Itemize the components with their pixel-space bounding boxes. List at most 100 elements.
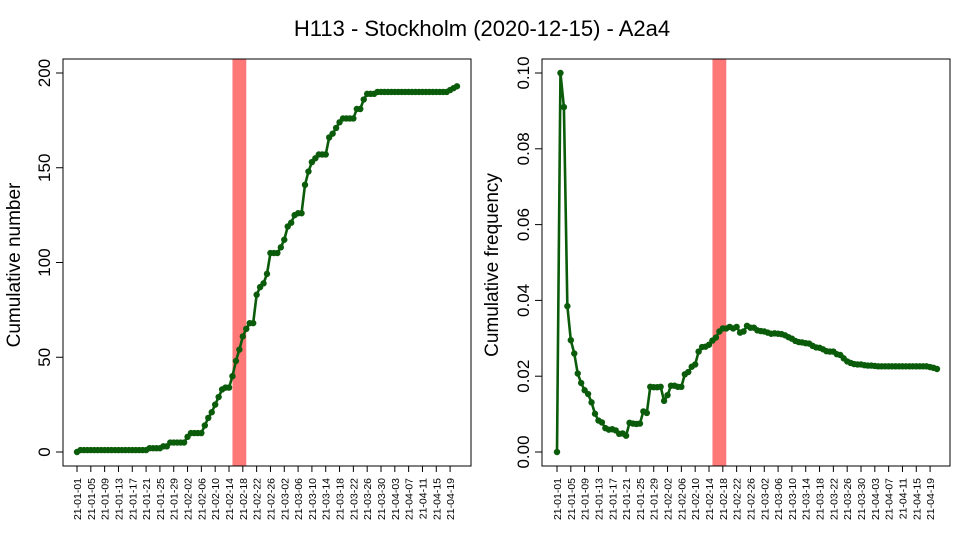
x-tick-label: 21-03-14 bbox=[801, 478, 813, 520]
x-tick-label: 21-02-06 bbox=[676, 478, 688, 520]
data-point bbox=[332, 124, 340, 132]
series-line bbox=[555, 71, 938, 453]
x-tick-label: 21-03-30 bbox=[856, 478, 868, 520]
y-tick-label: 100 bbox=[35, 248, 54, 276]
x-tick-label: 21-02-26 bbox=[745, 478, 757, 520]
x-tick-label: 21-04-19 bbox=[925, 478, 937, 520]
data-point bbox=[229, 373, 236, 380]
panel-cumulative-frequency: Cumulative frequency 0.00 0.02 0.04 0.06 0.0… bbox=[482, 56, 951, 520]
data-point bbox=[712, 334, 720, 341]
data-point bbox=[560, 103, 568, 111]
data-point bbox=[298, 210, 305, 217]
x-tick-label: 21-04-11 bbox=[897, 478, 909, 519]
data-point bbox=[274, 249, 281, 257]
highlight-band bbox=[712, 59, 727, 466]
x-tick-label: 21-02-14 bbox=[224, 478, 236, 520]
data-point bbox=[657, 383, 664, 391]
data-point bbox=[636, 420, 644, 427]
x-tick-label: 21-04-07 bbox=[884, 478, 896, 520]
y-tick-label: 50 bbox=[35, 348, 54, 367]
y-axis-label: Cumulative number bbox=[4, 182, 25, 347]
y-tick-label: 150 bbox=[35, 154, 54, 182]
x-tick-label: 21-01-17 bbox=[607, 478, 619, 520]
series-line bbox=[76, 85, 458, 454]
data-point bbox=[591, 410, 599, 417]
data-point bbox=[208, 409, 215, 416]
data-point bbox=[571, 350, 578, 357]
x-tick-label: 21-01-25 bbox=[635, 478, 647, 520]
highlight-band bbox=[232, 59, 247, 466]
data-point bbox=[564, 302, 571, 310]
data-point bbox=[695, 348, 702, 355]
x-tick-label: 21-01-25 bbox=[155, 478, 167, 520]
y-tick-label: 0.08 bbox=[514, 132, 533, 165]
figure-title: H113 - Stockholm (2020-12-15) - A2a4 bbox=[294, 16, 670, 41]
y-tick-label: 200 bbox=[35, 59, 54, 87]
data-point bbox=[643, 409, 651, 417]
x-tick-label: 21-01-05 bbox=[566, 478, 578, 520]
x-tick-label: 21-01-21 bbox=[141, 478, 153, 520]
x-tick-label: 21-03-06 bbox=[293, 478, 305, 520]
data-point bbox=[733, 323, 740, 331]
data-point bbox=[198, 429, 205, 437]
x-tick-label: 21-03-22 bbox=[348, 478, 360, 520]
x-tick-label: 21-01-09 bbox=[100, 478, 112, 520]
data-point bbox=[678, 383, 685, 391]
data-point bbox=[622, 432, 630, 439]
data-point bbox=[301, 181, 309, 189]
x-tick-label: 21-01-21 bbox=[621, 478, 633, 520]
x-tick-label: 21-03-18 bbox=[335, 478, 347, 520]
data-point bbox=[253, 291, 260, 298]
x-tick-label: 21-01-29 bbox=[649, 478, 661, 520]
y-tick-label: 0.02 bbox=[514, 360, 533, 393]
data-point bbox=[933, 365, 941, 373]
data-point bbox=[305, 168, 312, 175]
x-tick-label: 21-02-22 bbox=[252, 478, 264, 520]
data-point bbox=[357, 105, 364, 113]
data-point bbox=[329, 130, 336, 137]
x-tick-label: 21-04-03 bbox=[870, 478, 882, 520]
x-tick-label: 21-01-01 bbox=[552, 478, 564, 520]
x-tick-label: 21-03-26 bbox=[362, 478, 374, 520]
data-point bbox=[225, 384, 233, 391]
data-point bbox=[685, 368, 692, 376]
data-point bbox=[567, 336, 575, 344]
x-tick-label: 21-02-14 bbox=[704, 478, 716, 520]
x-tick-label: 21-02-26 bbox=[265, 478, 277, 520]
data-point bbox=[211, 401, 219, 408]
data-point bbox=[239, 333, 247, 340]
data-point bbox=[360, 96, 367, 103]
data-point bbox=[243, 325, 250, 333]
x-tick-label: 21-03-22 bbox=[828, 478, 840, 520]
x-tick-label: 21-02-06 bbox=[196, 478, 208, 520]
x-tick-label: 21-03-06 bbox=[773, 478, 785, 520]
x-tick-label: 21-01-09 bbox=[580, 478, 592, 520]
data-point bbox=[277, 244, 285, 251]
x-tick-label: 21-02-22 bbox=[732, 478, 744, 520]
x-tick-label: 21-02-10 bbox=[210, 478, 222, 520]
data-point bbox=[598, 419, 606, 426]
data-point bbox=[236, 346, 243, 353]
data-point bbox=[588, 399, 595, 406]
plot-frame bbox=[62, 58, 472, 467]
data-point bbox=[205, 414, 212, 422]
data-point bbox=[180, 439, 188, 446]
x-tick-label: 21-03-30 bbox=[376, 478, 388, 520]
x-tick-label: 21-01-05 bbox=[86, 478, 98, 520]
x-tick-label: 21-01-01 bbox=[72, 478, 84, 520]
y-tick-label: 0.00 bbox=[514, 435, 533, 468]
data-point bbox=[263, 270, 271, 278]
x-tick-label: 21-04-19 bbox=[445, 478, 457, 520]
data-point bbox=[201, 422, 209, 429]
x-tick-label: 21-03-26 bbox=[842, 478, 854, 520]
y-tick-label: 0.10 bbox=[514, 56, 533, 89]
y-tick-label: 0.04 bbox=[514, 284, 533, 317]
data-point bbox=[260, 280, 267, 287]
x-tick-label: 21-04-15 bbox=[911, 478, 923, 520]
x-tick-label: 21-02-18 bbox=[238, 478, 250, 520]
x-tick-label: 21-03-10 bbox=[787, 478, 799, 520]
x-tick-label: 21-04-15 bbox=[431, 478, 443, 520]
x-tick-label: 21-03-02 bbox=[759, 478, 771, 520]
plot-frame bbox=[541, 58, 951, 467]
data-point bbox=[574, 370, 581, 377]
